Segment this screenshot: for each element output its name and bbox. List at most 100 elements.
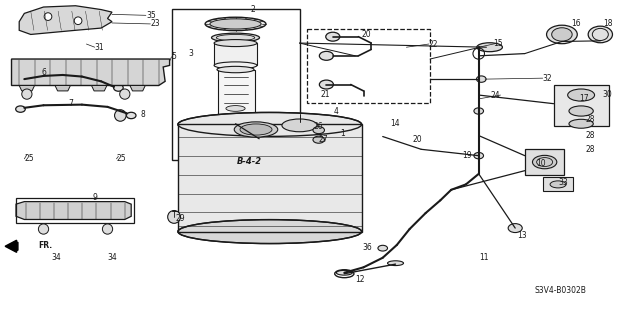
Ellipse shape — [127, 112, 136, 119]
Text: 36: 36 — [363, 243, 372, 252]
Text: 21: 21 — [320, 90, 330, 99]
Text: 26: 26 — [314, 122, 323, 130]
Ellipse shape — [226, 106, 245, 111]
Circle shape — [115, 110, 126, 121]
Text: 10: 10 — [536, 159, 546, 168]
Bar — [178, 124, 362, 232]
Ellipse shape — [319, 80, 333, 89]
Text: 3: 3 — [188, 49, 193, 58]
Text: 6: 6 — [41, 68, 46, 77]
Text: 35: 35 — [146, 11, 156, 20]
Ellipse shape — [15, 106, 26, 112]
Text: 34: 34 — [51, 253, 61, 262]
Text: 15: 15 — [493, 39, 503, 48]
Text: 31: 31 — [95, 43, 104, 52]
Text: 7: 7 — [68, 99, 73, 108]
Ellipse shape — [477, 43, 502, 52]
FancyArrow shape — [5, 240, 18, 252]
Polygon shape — [16, 202, 131, 219]
Ellipse shape — [178, 219, 362, 244]
Bar — [172, 9, 300, 159]
Bar — [178, 124, 362, 232]
Text: 5: 5 — [172, 52, 177, 61]
Text: 1: 1 — [340, 129, 345, 138]
Ellipse shape — [210, 19, 261, 29]
Text: 13: 13 — [517, 231, 527, 240]
Text: 12: 12 — [355, 275, 364, 284]
Text: 8: 8 — [141, 110, 145, 119]
Ellipse shape — [569, 106, 593, 116]
Circle shape — [102, 224, 113, 234]
Ellipse shape — [474, 152, 484, 159]
Polygon shape — [19, 6, 112, 34]
Text: 23: 23 — [150, 19, 160, 28]
Bar — [16, 198, 134, 223]
Circle shape — [74, 17, 82, 25]
Ellipse shape — [476, 76, 486, 82]
Ellipse shape — [234, 122, 278, 137]
Text: 14: 14 — [390, 119, 400, 128]
Ellipse shape — [326, 32, 340, 41]
Ellipse shape — [388, 261, 404, 265]
Ellipse shape — [552, 28, 572, 41]
Ellipse shape — [550, 181, 566, 188]
Bar — [554, 85, 609, 126]
Text: FR.: FR. — [38, 241, 52, 250]
Ellipse shape — [240, 124, 272, 135]
Ellipse shape — [568, 89, 595, 101]
Bar — [307, 29, 430, 103]
Bar — [214, 43, 257, 65]
Text: 28: 28 — [586, 145, 595, 154]
Text: 29: 29 — [176, 214, 186, 223]
Circle shape — [38, 224, 49, 234]
Text: 25: 25 — [24, 154, 34, 163]
Ellipse shape — [378, 245, 388, 251]
Circle shape — [120, 89, 130, 99]
Text: 30: 30 — [603, 90, 612, 99]
Text: 28: 28 — [586, 131, 595, 140]
Bar — [218, 70, 255, 124]
Ellipse shape — [217, 121, 254, 127]
Polygon shape — [19, 85, 35, 91]
Ellipse shape — [319, 51, 333, 60]
Text: B-4-2: B-4-2 — [237, 157, 262, 166]
Ellipse shape — [547, 25, 577, 44]
Polygon shape — [12, 59, 170, 85]
Ellipse shape — [114, 84, 123, 91]
Text: 33: 33 — [558, 178, 568, 187]
Text: 22: 22 — [429, 40, 438, 48]
Bar — [543, 177, 573, 191]
Text: S3V4-B0302B: S3V4-B0302B — [534, 286, 586, 295]
Bar — [525, 149, 564, 175]
Text: 9: 9 — [92, 193, 97, 202]
Text: 18: 18 — [603, 19, 612, 28]
Text: 20: 20 — [362, 30, 371, 39]
Ellipse shape — [313, 136, 324, 143]
Text: 28: 28 — [586, 115, 595, 124]
Text: 2: 2 — [250, 5, 255, 14]
Ellipse shape — [255, 139, 273, 145]
Ellipse shape — [178, 112, 362, 137]
Circle shape — [44, 13, 52, 20]
Text: 27: 27 — [319, 135, 328, 144]
Polygon shape — [55, 85, 70, 91]
Text: 24: 24 — [491, 91, 500, 100]
Text: 34: 34 — [108, 253, 117, 262]
Text: 20: 20 — [413, 135, 422, 144]
Text: 16: 16 — [571, 19, 580, 28]
Ellipse shape — [214, 62, 257, 69]
Ellipse shape — [532, 155, 557, 169]
Polygon shape — [130, 85, 145, 91]
Text: 25: 25 — [116, 154, 126, 163]
Ellipse shape — [214, 40, 257, 47]
Circle shape — [168, 211, 180, 223]
Polygon shape — [92, 85, 107, 91]
Ellipse shape — [474, 108, 484, 114]
Text: 11: 11 — [479, 253, 488, 262]
Text: 19: 19 — [463, 151, 472, 160]
Text: 32: 32 — [543, 74, 552, 83]
Ellipse shape — [313, 127, 324, 134]
Ellipse shape — [508, 224, 522, 233]
Text: 4: 4 — [333, 107, 339, 115]
Ellipse shape — [337, 271, 353, 275]
